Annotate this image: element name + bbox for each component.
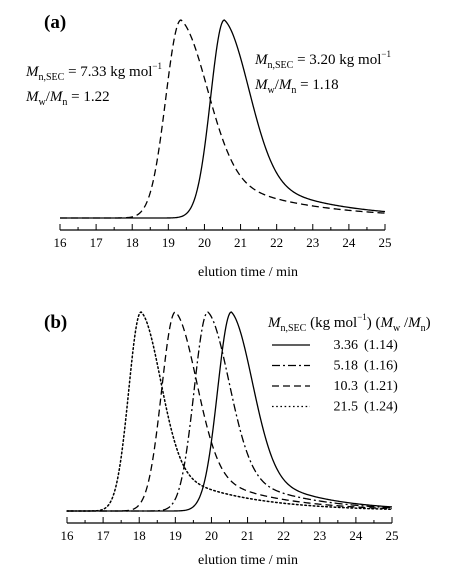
panel-b-x-tick-label: 18 <box>133 528 146 543</box>
panel-b-x-tick-label: 22 <box>277 528 290 543</box>
legend-dispersity-1: (1.14) <box>364 338 398 353</box>
panel-b-x-tick-label: 16 <box>61 528 75 543</box>
panel-a-x-tick-label: 23 <box>306 235 319 250</box>
panel-a-label: (a) <box>44 12 66 33</box>
legend-mn-value-1: 3.36 <box>334 338 359 353</box>
panel-b: (b) 16 17 18 19 20 21 22 23 24 25 elution time / … <box>44 311 431 568</box>
legend-mn-value-2: 5.18 <box>334 359 359 374</box>
panel-a-x-tick-label: 21 <box>234 235 247 250</box>
panel-a-annotation-right-line2: Mw/Mn = 1.18 <box>254 77 339 96</box>
legend-dispersity-4: (1.24) <box>364 400 398 415</box>
panel-a-series-1-line <box>60 19 386 219</box>
panel-b-x-tick-label: 24 <box>349 528 363 543</box>
panel-b-x-tick-label: 21 <box>241 528 254 543</box>
legend-mn-value-3: 10.3 <box>334 379 359 394</box>
legend-dispersity-3: (1.21) <box>364 379 398 394</box>
panel-a-series-2-line <box>60 19 386 219</box>
panel-b-series-4-line <box>66 311 393 512</box>
panel-b-label: (b) <box>44 312 67 333</box>
panel-a-x-tick-label: 19 <box>162 235 175 250</box>
panel-b-plot-area: 16 17 18 19 20 21 22 23 24 25 <box>61 311 399 543</box>
panel-a-annotation-left-line1: Mn,SEC = 7.33 kg mol−1 <box>25 61 162 83</box>
panel-a-x-tick-label: 18 <box>126 235 139 250</box>
panel-b-x-tick-label: 23 <box>313 528 326 543</box>
panel-a-x-tick-label: 16 <box>54 235 68 250</box>
panel-b-x-axis-label: elution time / min <box>198 553 298 568</box>
panel-b-legend: 3.36 (1.14) 5.18 (1.16) 10.3 (1.21) 21.5 (1.24) <box>272 338 398 415</box>
panel-b-x-tick-label: 25 <box>386 528 399 543</box>
panel-a-x-tick-label: 22 <box>270 235 283 250</box>
legend-mn-value-4: 21.5 <box>334 400 359 415</box>
panel-b-x-tick-label: 17 <box>97 528 111 543</box>
panel-b-x-tick-label: 20 <box>205 528 218 543</box>
panel-b-series-3-line <box>67 311 393 512</box>
panel-a-x-tick-label: 24 <box>342 235 356 250</box>
panel-a-plot-area: 16 17 18 19 20 21 22 23 24 25 <box>54 19 392 250</box>
panel-a-annotation-right-line1: Mn,SEC = 3.20 kg mol−1 <box>254 49 391 71</box>
panel-b-x-tick-label: 19 <box>169 528 182 543</box>
panel-a-annotation-left-line2: Mw/Mn = 1.22 <box>25 89 110 108</box>
panel-b-series-2-line <box>67 311 393 512</box>
panel-a-x-tick-label: 17 <box>90 235 104 250</box>
panel-a-x-tick-label: 20 <box>198 235 211 250</box>
panel-a-x-tick-label: 25 <box>379 235 392 250</box>
panel-b-legend-title: Mn,SEC (kg mol−1) (Mw /Mn) <box>267 312 431 334</box>
panel-a-x-axis-label: elution time / min <box>198 265 298 280</box>
panel-a: (a) 16 17 18 19 20 21 22 23 24 25 elution time / … <box>25 12 392 280</box>
legend-dispersity-2: (1.16) <box>364 359 398 374</box>
